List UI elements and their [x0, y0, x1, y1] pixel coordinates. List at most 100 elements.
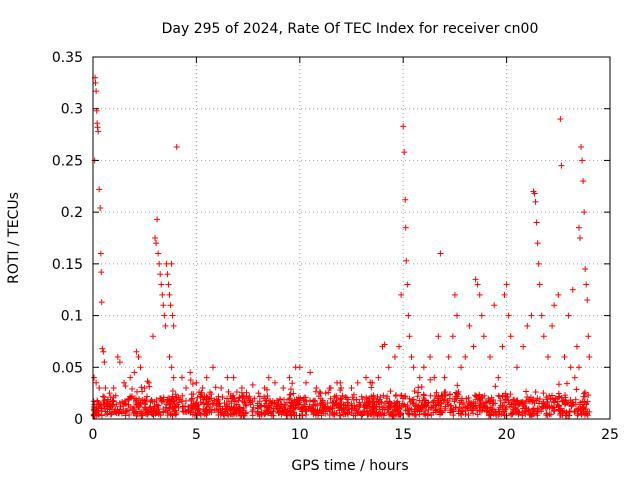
data-point: [398, 291, 405, 298]
data-point: [348, 384, 355, 391]
data-point: [155, 250, 162, 257]
data-point: [579, 157, 586, 164]
data-point: [449, 333, 456, 340]
data-point: [127, 374, 134, 381]
data-point: [280, 384, 287, 391]
data-point: [408, 353, 415, 360]
data-point: [401, 149, 408, 156]
y-tick-label: 0.15: [52, 257, 83, 273]
data-point: [524, 322, 531, 329]
data-point: [168, 260, 175, 267]
data-point: [507, 333, 514, 340]
data-point: [245, 395, 252, 402]
data-point: [163, 260, 170, 267]
axis-ticks: [92, 56, 611, 420]
data-point: [402, 224, 409, 231]
data-point: [159, 291, 166, 298]
data-point: [230, 374, 237, 381]
data-point: [551, 302, 558, 309]
data-point: [445, 353, 452, 360]
data-point: [97, 250, 104, 257]
data-point: [581, 209, 588, 216]
y-tick-label: 0.35: [52, 50, 83, 66]
data-point: [472, 276, 479, 283]
data-point: [354, 379, 361, 386]
x-tick-label: 0: [89, 427, 98, 443]
data-point: [338, 384, 345, 391]
data-point: [116, 359, 123, 366]
data-point: [441, 374, 448, 381]
y-tick-label: 0.2: [61, 205, 83, 221]
plot-frame: [92, 56, 611, 420]
y-tick-labels: 0 0.05 0.1 0.15 0.2 0.25 0.3 0.35: [52, 50, 83, 428]
data-point: [586, 353, 593, 360]
data-point: [99, 345, 106, 352]
data-point: [385, 364, 392, 371]
data-point: [114, 353, 121, 360]
data-point: [582, 266, 589, 273]
low-roti-cloud: [90, 376, 593, 419]
data-point: [178, 374, 185, 381]
data-point: [405, 312, 412, 319]
x-tick-label: 15: [394, 427, 412, 443]
data-point: [158, 281, 165, 288]
data-point: [96, 186, 103, 193]
data-point: [535, 260, 542, 267]
data-point: [98, 299, 105, 306]
data-point: [164, 271, 171, 278]
data-point: [536, 281, 543, 288]
data-point: [555, 291, 562, 298]
data-point: [137, 364, 144, 371]
data-point: [170, 322, 177, 329]
data-point: [480, 333, 487, 340]
data-point: [403, 257, 410, 264]
data-point: [458, 364, 465, 371]
data-point: [435, 333, 442, 340]
chart-title: Day 295 of 2024, Rate Of TEC Index for r…: [162, 21, 539, 37]
data-point: [133, 348, 140, 355]
data-point: [224, 374, 231, 381]
data-point: [162, 322, 169, 329]
grid-lines: [93, 57, 610, 419]
data-point: [569, 286, 576, 293]
data-point: [166, 291, 173, 298]
data-point: [141, 384, 148, 391]
data-point: [203, 374, 210, 381]
x-tick-label: 10: [291, 427, 309, 443]
data-point: [437, 250, 444, 257]
data-point: [110, 384, 117, 391]
data-point: [183, 384, 190, 391]
data-point: [462, 353, 469, 360]
data-point: [583, 281, 590, 288]
data-point: [466, 322, 473, 329]
data-point: [91, 374, 98, 381]
data-point: [296, 364, 303, 371]
data-point: [544, 353, 551, 360]
data-point: [538, 312, 545, 319]
x-tick-label: 5: [192, 427, 201, 443]
data-point: [261, 384, 268, 391]
x-tick-label: 25: [601, 427, 619, 443]
data-point: [121, 379, 128, 386]
data-point: [218, 384, 225, 391]
y-tick-label: 0.05: [52, 360, 83, 376]
data-points: [90, 74, 593, 419]
data-point: [534, 240, 541, 247]
data-point: [402, 196, 409, 203]
data-point: [416, 374, 423, 381]
data-point: [571, 374, 578, 381]
data-point: [161, 312, 168, 319]
data-point: [391, 353, 398, 360]
data-point: [520, 343, 527, 350]
data-point: [410, 364, 417, 371]
data-point: [251, 395, 258, 402]
data-point: [157, 271, 164, 278]
data-point: [381, 341, 388, 348]
data-point: [95, 128, 102, 135]
data-point: [255, 390, 262, 397]
data-point: [93, 379, 100, 386]
data-point: [396, 343, 403, 350]
y-tick-label: 0.25: [52, 153, 83, 169]
data-point: [307, 369, 314, 376]
data-point: [362, 374, 369, 381]
